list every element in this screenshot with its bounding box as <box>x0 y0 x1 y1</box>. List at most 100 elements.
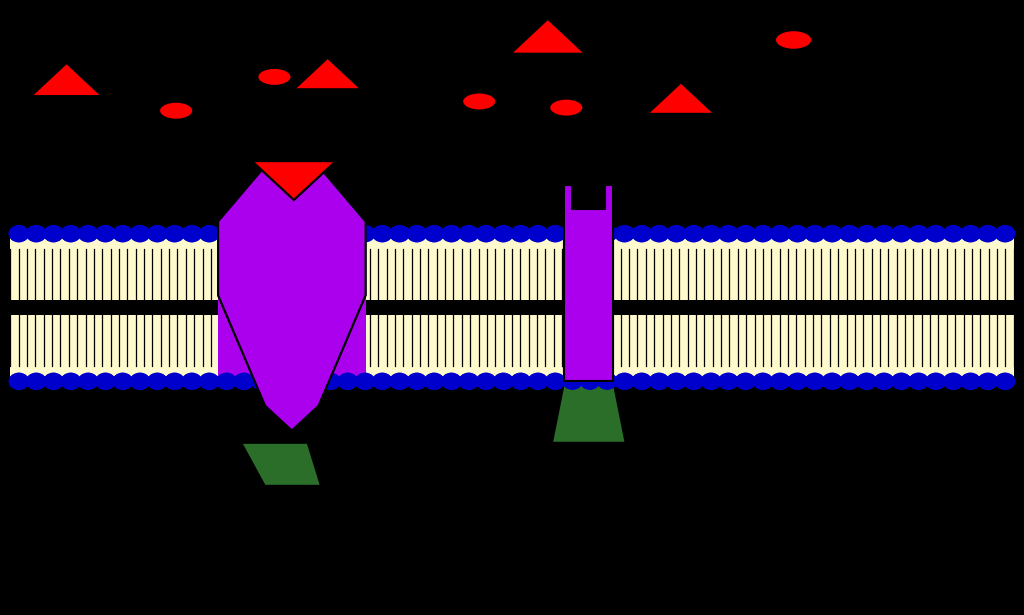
Ellipse shape <box>667 373 687 390</box>
Ellipse shape <box>805 225 825 242</box>
Ellipse shape <box>700 373 721 390</box>
Ellipse shape <box>597 225 617 242</box>
Polygon shape <box>218 166 366 430</box>
Ellipse shape <box>251 225 271 242</box>
Polygon shape <box>648 82 714 114</box>
Polygon shape <box>564 184 613 381</box>
Bar <box>10 300 1014 315</box>
Ellipse shape <box>251 373 271 390</box>
Ellipse shape <box>441 373 462 390</box>
Ellipse shape <box>822 225 843 242</box>
Ellipse shape <box>459 373 479 390</box>
Ellipse shape <box>26 373 46 390</box>
Ellipse shape <box>389 225 410 242</box>
Ellipse shape <box>130 373 151 390</box>
Ellipse shape <box>424 225 444 242</box>
Ellipse shape <box>545 225 565 242</box>
Ellipse shape <box>372 373 392 390</box>
Ellipse shape <box>337 225 357 242</box>
Ellipse shape <box>424 373 444 390</box>
Ellipse shape <box>113 373 133 390</box>
Ellipse shape <box>354 225 375 242</box>
Ellipse shape <box>735 373 756 390</box>
Ellipse shape <box>775 30 812 50</box>
Ellipse shape <box>527 225 548 242</box>
Ellipse shape <box>181 373 202 390</box>
Ellipse shape <box>199 373 219 390</box>
Ellipse shape <box>60 225 81 242</box>
Ellipse shape <box>614 373 635 390</box>
Ellipse shape <box>95 225 116 242</box>
Ellipse shape <box>995 373 1016 390</box>
Ellipse shape <box>43 373 63 390</box>
Ellipse shape <box>78 225 98 242</box>
Ellipse shape <box>407 373 427 390</box>
Ellipse shape <box>908 373 929 390</box>
Ellipse shape <box>147 373 168 390</box>
Ellipse shape <box>43 225 63 242</box>
Ellipse shape <box>389 225 410 242</box>
Ellipse shape <box>494 373 514 390</box>
Ellipse shape <box>510 225 530 242</box>
Ellipse shape <box>268 225 289 242</box>
Ellipse shape <box>735 373 756 390</box>
Ellipse shape <box>459 225 479 242</box>
Ellipse shape <box>718 225 738 242</box>
Ellipse shape <box>43 373 63 390</box>
Ellipse shape <box>113 225 133 242</box>
Polygon shape <box>252 161 336 200</box>
Ellipse shape <box>510 373 530 390</box>
Ellipse shape <box>476 225 497 242</box>
Ellipse shape <box>337 373 357 390</box>
Ellipse shape <box>165 225 185 242</box>
Ellipse shape <box>494 225 514 242</box>
Ellipse shape <box>562 373 583 390</box>
Ellipse shape <box>787 225 808 242</box>
Ellipse shape <box>43 225 63 242</box>
Ellipse shape <box>822 373 843 390</box>
Ellipse shape <box>321 225 341 242</box>
Ellipse shape <box>597 373 617 390</box>
Ellipse shape <box>60 225 81 242</box>
Ellipse shape <box>753 225 773 242</box>
Ellipse shape <box>78 373 98 390</box>
Ellipse shape <box>667 373 687 390</box>
Ellipse shape <box>873 225 894 242</box>
Ellipse shape <box>856 225 877 242</box>
Polygon shape <box>511 19 585 54</box>
Ellipse shape <box>251 225 271 242</box>
Ellipse shape <box>632 225 652 242</box>
Ellipse shape <box>233 225 254 242</box>
Ellipse shape <box>354 373 375 390</box>
Ellipse shape <box>494 225 514 242</box>
Ellipse shape <box>926 225 946 242</box>
Ellipse shape <box>805 225 825 242</box>
Ellipse shape <box>735 225 756 242</box>
Ellipse shape <box>787 373 808 390</box>
Ellipse shape <box>216 225 237 242</box>
Ellipse shape <box>354 373 375 390</box>
Ellipse shape <box>978 225 998 242</box>
Polygon shape <box>218 166 366 430</box>
Ellipse shape <box>718 225 738 242</box>
Ellipse shape <box>614 225 635 242</box>
Ellipse shape <box>550 99 584 116</box>
Ellipse shape <box>839 225 859 242</box>
Ellipse shape <box>165 373 185 390</box>
Ellipse shape <box>181 225 202 242</box>
Ellipse shape <box>8 373 29 390</box>
Ellipse shape <box>337 225 357 242</box>
Ellipse shape <box>337 373 357 390</box>
Ellipse shape <box>770 225 791 242</box>
Ellipse shape <box>527 373 548 390</box>
Ellipse shape <box>8 225 29 242</box>
Bar <box>218 231 366 384</box>
Ellipse shape <box>700 225 721 242</box>
Ellipse shape <box>891 225 911 242</box>
Ellipse shape <box>753 373 773 390</box>
Ellipse shape <box>961 373 981 390</box>
Ellipse shape <box>303 373 324 390</box>
Ellipse shape <box>683 225 703 242</box>
Ellipse shape <box>527 225 548 242</box>
Ellipse shape <box>580 225 600 242</box>
